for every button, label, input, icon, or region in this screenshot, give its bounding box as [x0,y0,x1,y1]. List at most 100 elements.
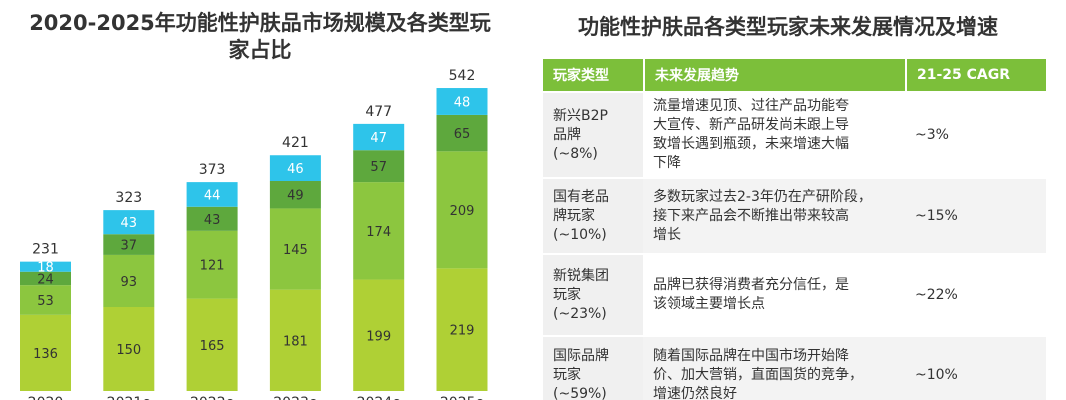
bar-segment [353,182,405,280]
future-trend-cell-line: 致增长遇到瓶颈，未来增速大幅 [653,136,849,152]
bar-segment [103,210,155,235]
player-type-cell-line: 玩家 [553,366,581,383]
bar-segment [269,289,321,391]
bar-segment [353,150,405,183]
header-player-type: 玩家类型 [543,59,643,91]
bar-segment [353,279,405,391]
data-label: 174 [366,225,391,240]
future-trend-cell-line: 接下来产品会不断推出带来较高 [653,207,849,224]
future-trend-cell: 品牌已获得消费者充分信任，是 该领域主要增长点 [643,255,905,335]
future-trend-cell-line: 大宣传、新产品研发尚未跟上导 [653,117,849,133]
x-tick-label: 2025e [440,395,484,400]
player-type-cell-line: 新兴B2P [553,107,608,124]
data-label: 37 [121,239,138,254]
x-tick-label: 2021e [107,395,151,400]
bar-segment [186,230,238,299]
data-label: 47 [370,131,387,146]
total-label: 231 [32,242,59,258]
player-type-cell-line: (~59%) [553,385,607,400]
total-label: 421 [282,135,309,151]
player-type-cell-line: 牌玩家 [553,207,595,224]
data-label: 48 [454,95,471,110]
player-type-cell-line: (~10%) [553,226,607,243]
future-trend-cell: 流量增速见顶、过往产品功能夸 大宣传、新产品研发尚未跟上导 致增长遇到瓶颈，未来增速… [643,93,905,177]
bar-segment [20,271,71,286]
data-label: 93 [121,275,138,290]
player-table: 玩家类型 未来发展趋势 21-25 CAGR 新兴B2P 品牌 (~8%) 流量增速见… [543,57,1046,400]
future-trend-cell-line: 增速仍然良好 [653,385,737,400]
chart-title-line: 2020-2025年功能性护肤品市场规模及各类型玩 [29,11,491,35]
data-label: 65 [454,127,471,142]
player-type-cell-line: (~8%) [553,145,598,162]
data-label: 136 [33,347,58,362]
table-row: 新锐集团 玩家 (~23%) 品牌已获得消费者充分信任，是 该领域主要增长点 ~22% [543,255,1046,335]
bar-segment [103,254,155,307]
total-label: 323 [115,190,142,206]
player-type-cell-line: 品牌 [553,126,581,143]
bar-segment [269,208,321,290]
player-type-cell-line: 国有老品 [553,188,609,205]
total-label: 373 [199,162,226,178]
data-label: 145 [283,243,308,258]
header-cagr: 21-25 CAGR [905,59,1046,91]
data-label: 121 [200,259,225,274]
data-label: 24 [37,272,54,287]
header-future-trend: 未来发展趋势 [643,59,905,91]
bar-segment [20,314,71,391]
table-row: 新兴B2P 品牌 (~8%) 流量增速见顶、过往产品功能夸 大宣传、新产品研发尚未跟上导… [543,93,1046,177]
total-label: 542 [449,68,476,84]
player-type-cell-line: (~23%) [553,305,607,322]
player-type-cell: 新锐集团 玩家 (~23%) [543,255,643,335]
data-label: 44 [204,188,221,203]
future-trend-cell-line: 价、加大营销，直面国货的竞争， [653,366,863,383]
bar-segment [186,298,238,391]
bar-segment [436,151,488,269]
data-label: 57 [370,160,387,175]
total-label: 477 [365,104,392,120]
bar-segment [20,285,71,315]
data-label: 46 [287,162,304,177]
bar-segment [186,206,238,231]
future-trend-cell-line: 下降 [653,155,681,171]
data-label: 165 [200,339,225,354]
data-label: 43 [204,213,221,228]
bar-segment [436,88,488,115]
x-tick-label: 2023e [273,395,317,400]
future-trend-cell-line: 流量增速见顶、过往产品功能夸 [653,98,849,114]
bar-segment [103,307,155,391]
bar-segment [269,155,321,181]
data-label: 18 [37,261,54,276]
future-trend-cell-line: 品牌已获得消费者充分信任，是 [653,277,849,293]
future-trend-cell-line: 多数玩家过去2-3年仍在产研阶段， [653,188,872,205]
player-type-cell-line: 玩家 [553,286,581,303]
future-trend-cell-line: 增长 [653,226,681,243]
data-label: 219 [450,324,475,339]
data-label: 150 [116,343,141,358]
data-label: 53 [37,294,54,309]
bar-segment [269,181,321,209]
x-tick-label: 2020 [28,395,64,400]
data-label: 49 [287,189,304,204]
bar-segment [353,123,405,151]
bar-segment [103,234,155,255]
future-trend-cell: 多数玩家过去2-3年仍在产研阶段， 接下来产品会不断推出带来较高 增长 [643,179,905,253]
player-type-cell: 国际品牌玩家 (~59%) [543,337,643,400]
table-row: 国际品牌玩家 (~59%) 随着国际品牌在中国市场开始降 价、加大营销，直面国货的竞争… [543,337,1046,400]
player-type-cell: 国有老品牌玩家 (~10%) [543,179,643,253]
cagr-cell: ~10% [905,337,1046,400]
bar-segment [436,268,488,391]
chart-title-line: 家占比 [228,38,292,62]
bar-segment [186,182,238,207]
table-row: 国有老品牌玩家 (~10%) 多数玩家过去2-3年仍在产研阶段， 接下来产品会不断推出… [543,179,1046,253]
future-trend-cell-line: 随着国际品牌在中国市场开始降 [653,347,849,364]
cagr-cell: ~22% [905,255,1046,335]
data-label: 199 [366,329,391,344]
bar-segment [436,114,488,152]
cagr-cell: ~3% [905,93,1046,177]
data-label: 43 [121,216,138,231]
cagr-cell: ~15% [905,179,1046,253]
player-type-cell-line: 国际品牌 [553,347,609,364]
future-trend-cell: 随着国际品牌在中国市场开始降 价、加大营销，直面国货的竞争， 增速仍然良好 [643,337,905,400]
table-header-row: 玩家类型 未来发展趋势 21-25 CAGR [543,59,1046,91]
data-label: 209 [450,204,475,219]
